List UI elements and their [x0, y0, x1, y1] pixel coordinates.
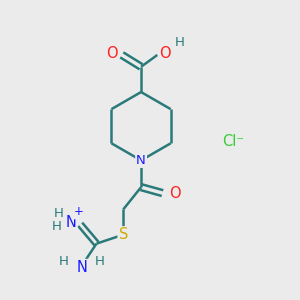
- Text: +: +: [74, 205, 84, 218]
- Text: H: H: [175, 36, 184, 49]
- Text: N: N: [136, 154, 146, 167]
- Text: N: N: [76, 260, 87, 275]
- Text: H: H: [58, 255, 68, 268]
- Text: H: H: [95, 255, 105, 268]
- Text: Cl⁻: Cl⁻: [222, 134, 244, 148]
- Text: H: H: [52, 220, 62, 233]
- Text: S: S: [118, 227, 128, 242]
- Text: H: H: [54, 207, 64, 220]
- Text: O: O: [169, 186, 181, 201]
- Text: N: N: [66, 215, 76, 230]
- Text: O: O: [159, 46, 170, 61]
- Text: O: O: [106, 46, 117, 61]
